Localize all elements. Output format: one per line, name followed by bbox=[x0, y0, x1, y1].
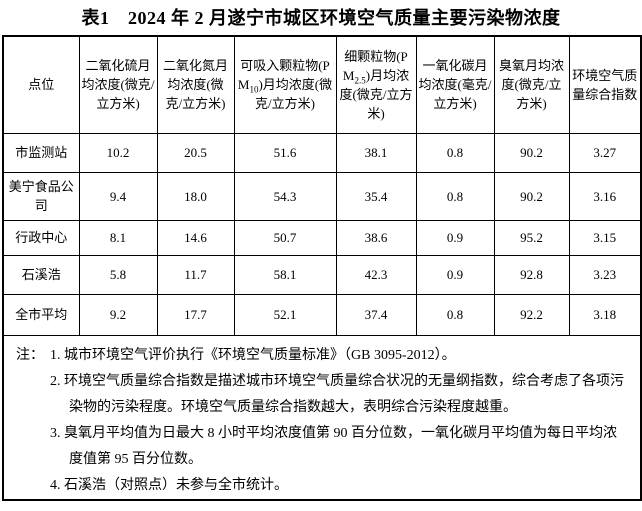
notes-prefix: 注： bbox=[16, 347, 44, 363]
note-text: 3. 臭氧月平均值为日最大 8 小时平均浓度值第 90 百分位数，一氧化碳月平均… bbox=[50, 425, 617, 467]
value-cell-co: 0.8 bbox=[415, 293, 495, 336]
table-row: 美宁食品公司 9.4 18.0 54.3 35.4 0.8 90.2 3.16 bbox=[2, 171, 642, 221]
value-cell-pm10: 52.1 bbox=[233, 293, 337, 336]
table-row: 全市平均 9.2 17.7 52.1 37.4 0.8 92.2 3.18 bbox=[2, 293, 642, 336]
value-cell-aqi: 3.15 bbox=[568, 219, 642, 256]
value-cell-co: 0.9 bbox=[415, 254, 495, 295]
value-cell-o3: 95.2 bbox=[493, 219, 570, 256]
col-header-co: 一氧化碳月均浓度(毫克/立方米) bbox=[415, 35, 495, 134]
value-cell-o3: 92.8 bbox=[493, 254, 570, 295]
note-text: 1. 城市环境空气评价执行《环境空气质量标准》（GB 3095-2012）。 bbox=[50, 347, 456, 363]
note-text: 4. 石溪浩（对照点）未参与全市统计。 bbox=[50, 477, 288, 493]
pm25-header-pre: 细颗粒物(PM bbox=[342, 48, 408, 83]
value-cell-co: 0.8 bbox=[415, 132, 495, 173]
value-cell-pm25: 37.4 bbox=[335, 293, 417, 336]
value-cell-no2: 20.5 bbox=[156, 132, 235, 173]
pm10-header-post: )月均浓度(微克/立方米) bbox=[255, 77, 333, 112]
value-cell-aqi: 3.27 bbox=[568, 132, 642, 173]
pm10-header-pre: 可吸入颗粒物(PM bbox=[237, 58, 330, 93]
value-cell-pm10: 50.7 bbox=[233, 219, 337, 256]
value-cell-no2: 17.7 bbox=[156, 293, 235, 336]
value-cell-no2: 14.6 bbox=[156, 219, 235, 256]
table-title: 表1 2024 年 2 月遂宁市城区环境空气质量主要污染物浓度 bbox=[81, 8, 561, 28]
col-header-no2: 二氧化氮月均浓度(微克/立方米) bbox=[156, 35, 235, 134]
col-header-pm10: 可吸入颗粒物(PM10)月均浓度(微克/立方米) bbox=[233, 35, 337, 134]
pm25-header-post: )月均浓度(微克/立方米) bbox=[339, 67, 413, 121]
site-cell: 全市平均 bbox=[2, 293, 80, 336]
value-cell-o3: 90.2 bbox=[493, 132, 570, 173]
value-cell-pm10: 54.3 bbox=[233, 171, 337, 221]
col-header-o3: 臭氧月均浓度(微克/立方米) bbox=[493, 35, 570, 134]
note-item-2: 2. 环境空气质量综合指数是描述城市环境空气质量综合状况的无量纲指数，综合考虑了… bbox=[16, 369, 630, 421]
value-cell-so2: 9.2 bbox=[78, 293, 158, 336]
value-cell-co: 0.9 bbox=[415, 219, 495, 256]
header-row: 点位 二氧化硫月均浓度(微克/立方米) 二氧化氮月均浓度(微克/立方米) 可吸入… bbox=[2, 35, 642, 134]
value-cell-pm25: 38.1 bbox=[335, 132, 417, 173]
note-text: 2. 环境空气质量综合指数是描述城市环境空气质量综合状况的无量纲指数，综合考虑了… bbox=[50, 373, 624, 415]
value-cell-co: 0.8 bbox=[415, 171, 495, 221]
value-cell-so2: 5.8 bbox=[78, 254, 158, 295]
pm10-subscript: 10 bbox=[249, 84, 259, 95]
value-cell-aqi: 3.23 bbox=[568, 254, 642, 295]
note-item-3: 3. 臭氧月平均值为日最大 8 小时平均浓度值第 90 百分位数，一氧化碳月平均… bbox=[16, 421, 630, 473]
value-cell-aqi: 3.16 bbox=[568, 171, 642, 221]
value-cell-pm25: 38.6 bbox=[335, 219, 417, 256]
table-row: 行政中心 8.1 14.6 50.7 38.6 0.9 95.2 3.15 bbox=[2, 219, 642, 256]
value-cell-o3: 92.2 bbox=[493, 293, 570, 336]
value-cell-pm25: 42.3 bbox=[335, 254, 417, 295]
value-cell-pm25: 35.4 bbox=[335, 171, 417, 221]
table-row: 石溪浩 5.8 11.7 58.1 42.3 0.9 92.8 3.23 bbox=[2, 254, 642, 295]
site-cell: 石溪浩 bbox=[2, 254, 80, 295]
col-header-site: 点位 bbox=[2, 35, 80, 134]
value-cell-pm10: 51.6 bbox=[233, 132, 337, 173]
value-cell-so2: 8.1 bbox=[78, 219, 158, 256]
notes-indent bbox=[16, 421, 50, 473]
air-quality-table: 点位 二氧化硫月均浓度(微克/立方米) 二氧化氮月均浓度(微克/立方米) 可吸入… bbox=[2, 35, 642, 501]
pm25-subscript: 2.5 bbox=[354, 75, 366, 86]
note-item-4: 4. 石溪浩（对照点）未参与全市统计。 bbox=[16, 473, 630, 499]
value-cell-no2: 18.0 bbox=[156, 171, 235, 221]
site-cell: 美宁食品公司 bbox=[2, 171, 80, 221]
value-cell-o3: 90.2 bbox=[493, 171, 570, 221]
notes-cell: 注： 1. 城市环境空气评价执行《环境空气质量标准》（GB 3095-2012）… bbox=[2, 334, 642, 500]
notes-indent bbox=[16, 369, 50, 421]
notes-indent bbox=[16, 473, 50, 499]
notes-row: 注： 1. 城市环境空气评价执行《环境空气质量标准》（GB 3095-2012）… bbox=[2, 334, 642, 500]
value-cell-so2: 9.4 bbox=[78, 171, 158, 221]
col-header-aqi-index: 环境空气质量综合指数 bbox=[568, 35, 642, 134]
site-cell: 行政中心 bbox=[2, 219, 80, 256]
value-cell-no2: 11.7 bbox=[156, 254, 235, 295]
site-cell: 市监测站 bbox=[2, 132, 80, 173]
value-cell-pm10: 58.1 bbox=[233, 254, 337, 295]
value-cell-so2: 10.2 bbox=[78, 132, 158, 173]
col-header-pm25: 细颗粒物(PM2.5)月均浓度(微克/立方米) bbox=[335, 35, 417, 134]
col-header-so2: 二氧化硫月均浓度(微克/立方米) bbox=[78, 35, 158, 134]
table-row: 市监测站 10.2 20.5 51.6 38.1 0.8 90.2 3.27 bbox=[2, 132, 642, 173]
value-cell-aqi: 3.18 bbox=[568, 293, 642, 336]
note-item-1: 注： 1. 城市环境空气评价执行《环境空气质量标准》（GB 3095-2012）… bbox=[16, 343, 630, 369]
